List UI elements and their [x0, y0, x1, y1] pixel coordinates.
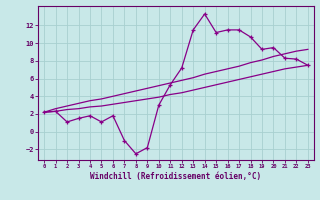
X-axis label: Windchill (Refroidissement éolien,°C): Windchill (Refroidissement éolien,°C)	[91, 172, 261, 181]
